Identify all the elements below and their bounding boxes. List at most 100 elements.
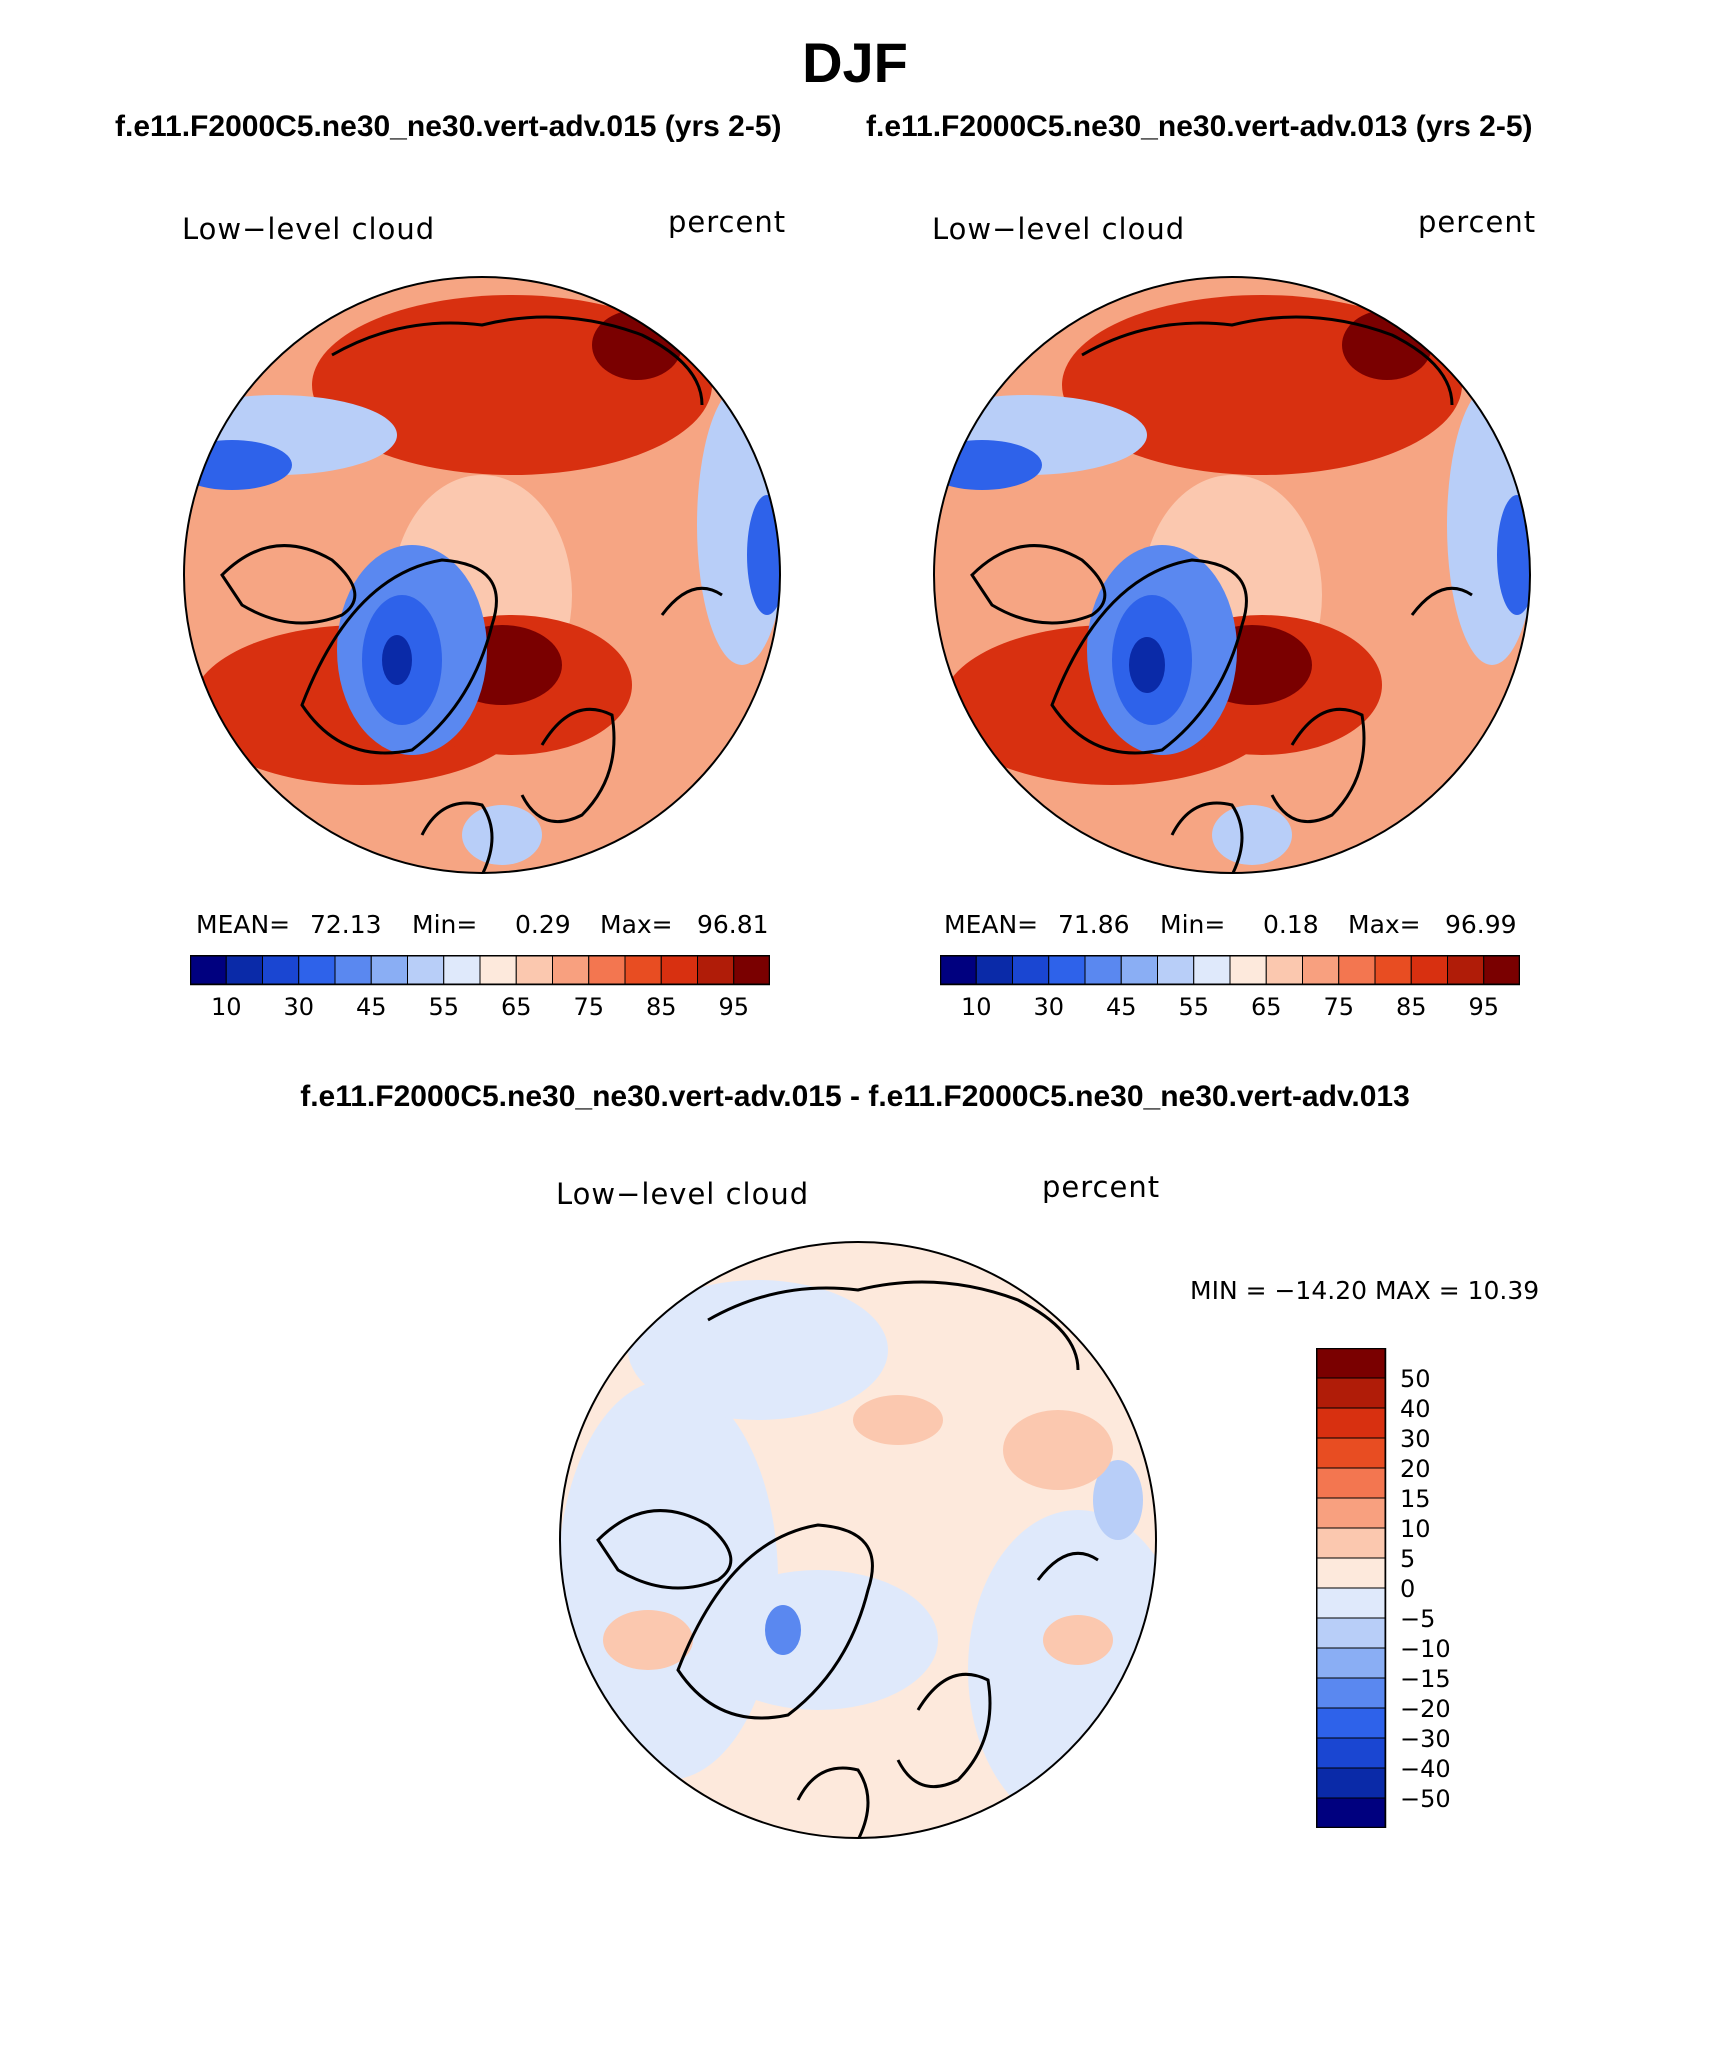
colorbar-difference: 50 40 30 20 15 10 5 0 −5 −10 −15 −20 −30 −40 −50 — [1315, 1347, 1466, 1829]
colorbar-swatch — [1229, 955, 1267, 985]
colorbar-tick-label: 15 — [1400, 1485, 1431, 1513]
colorbar-swatch — [334, 955, 372, 985]
colorbar-tick-label: 85 — [646, 993, 677, 1021]
difference-title: f.e11.F2000C5.ne30_ne30.vert-adv.015 - f… — [300, 1080, 1410, 1113]
colorbar-swatch — [660, 955, 698, 985]
colorbar-swatch — [624, 955, 662, 985]
map3-coastline-greenland — [676, 1523, 874, 1720]
colorbar-tick-label: 45 — [1106, 993, 1137, 1021]
colorbar-frame — [1315, 1347, 1387, 1829]
map1-coastline-kamchatka — [660, 586, 723, 616]
panel2-mean-label: MEAN= — [944, 910, 1039, 939]
colorbar-swatch — [975, 955, 1013, 985]
map3-west-negative — [560, 1380, 778, 1780]
colorbar-swatch — [479, 955, 517, 985]
colorbar-svg: 10 30 45 55 65 75 85 95 — [939, 954, 1521, 1021]
colorbar-swatch — [588, 955, 626, 985]
colorbar-tick-label: 95 — [1468, 993, 1499, 1021]
map3-east-asia-dip — [1093, 1460, 1143, 1540]
colorbar-tick-label: −30 — [1400, 1725, 1451, 1753]
colorbar-tick-label: −20 — [1400, 1695, 1451, 1723]
map3-pacific-positive — [1043, 1615, 1113, 1665]
colorbar-tick-label: 0 — [1400, 1575, 1415, 1603]
colorbar-swatch — [1316, 1377, 1386, 1409]
figure-title: DJF — [802, 31, 908, 94]
map2-europe-low — [1212, 805, 1292, 865]
colorbar-tick-label: −10 — [1400, 1635, 1451, 1663]
colorbar-tick-label: 45 — [356, 993, 387, 1021]
colorbar-swatch — [1012, 955, 1050, 985]
colorbar-tick-label: 85 — [1396, 993, 1427, 1021]
colorbar-swatch — [189, 955, 227, 985]
panel2-max-label: Max= — [1348, 910, 1421, 939]
colorbar-swatch — [443, 955, 481, 985]
map2-coastline-alaska — [970, 544, 1107, 625]
map3-coastline-scandinavia — [896, 1672, 992, 1789]
panel1-units-label: percent — [668, 205, 787, 239]
map2-coastline-siberia — [1081, 315, 1454, 406]
colorbar-tick-label: 30 — [1400, 1425, 1431, 1453]
colorbar-swatch — [1316, 1587, 1386, 1619]
colorbar-swatch — [1338, 955, 1376, 985]
colorbar-swatch — [1316, 1497, 1386, 1529]
colorbar-tick-label: 10 — [961, 993, 992, 1021]
map1-coastline-scandinavia — [520, 707, 616, 824]
colorbar-tick-label: 95 — [718, 993, 749, 1021]
map1-coastline-alaska — [220, 544, 357, 625]
map2-greenland-deep — [1129, 637, 1165, 693]
map3-arctic-positive — [853, 1395, 943, 1445]
panel2-mean-value: 71.86 — [1058, 910, 1130, 939]
colorbar-case2: 10 30 45 55 65 75 85 95 — [939, 954, 1521, 1025]
panel2-max-value: 96.99 — [1445, 910, 1517, 939]
colorbar-swatch — [1316, 1647, 1386, 1679]
colorbar-swatch — [1316, 1347, 1386, 1379]
colorbar-swatch — [225, 955, 263, 985]
colorbar-swatch — [515, 955, 553, 985]
colorbar-tick-label: 30 — [283, 993, 314, 1021]
colorbar-swatch — [1265, 955, 1303, 985]
panel1-mean-value: 72.13 — [310, 910, 382, 939]
map3-border — [559, 1241, 1157, 1839]
colorbar-swatch — [1316, 1407, 1386, 1439]
map-case2 — [933, 276, 1531, 874]
colorbar-swatch — [1157, 955, 1195, 985]
colorbar-swatch — [1316, 1557, 1386, 1589]
colorbar-swatch — [1084, 955, 1122, 985]
colorbar-swatch — [1316, 1707, 1386, 1739]
map3-coastline-europe — [796, 1766, 870, 1838]
colorbar-swatch — [939, 955, 977, 985]
map1-border — [183, 276, 781, 874]
colorbar-tick-label: 65 — [1251, 993, 1282, 1021]
colorbar-swatch — [1447, 955, 1485, 985]
case2-label: f.e11.F2000C5.ne30_ne30.vert-adv.013 (yr… — [866, 110, 1533, 143]
panel2-min-label: Min= — [1160, 910, 1226, 939]
panel3-minmax-label: MIN = −14.20 MAX = 10.39 — [1190, 1276, 1540, 1305]
colorbar-swatch — [1316, 1737, 1386, 1769]
colorbar-swatch — [1048, 955, 1086, 985]
colorbar-tick-label: 75 — [573, 993, 604, 1021]
case1-label: f.e11.F2000C5.ne30_ne30.vert-adv.015 (yr… — [115, 110, 782, 143]
colorbar-tick-label: 55 — [1178, 993, 1209, 1021]
map3-greenland-negative — [698, 1570, 938, 1710]
colorbar-swatch — [407, 955, 445, 985]
panel2-min-value: 0.18 — [1263, 910, 1319, 939]
colorbar-case1: 10 30 45 55 65 75 85 95 — [189, 954, 771, 1025]
colorbar-swatch — [298, 955, 336, 985]
colorbar-tick-label: 75 — [1323, 993, 1354, 1021]
map1-coastline-greenland — [300, 558, 498, 755]
panel3-units-label: percent — [1042, 1170, 1161, 1204]
colorbar-swatch — [1374, 955, 1412, 985]
colorbar-swatch — [1316, 1617, 1386, 1649]
colorbar-swatch — [1193, 955, 1231, 985]
colorbar-swatch — [1483, 955, 1521, 985]
colorbar-tick-label: −40 — [1400, 1755, 1451, 1783]
colorbar-tick-label: 55 — [428, 993, 459, 1021]
colorbar-swatch — [697, 955, 735, 985]
colorbar-tick-label: 30 — [1033, 993, 1064, 1021]
panel2-units-label: percent — [1418, 205, 1537, 239]
panel1-variable-label: Low−level cloud — [182, 212, 436, 246]
colorbar-swatch — [1316, 1797, 1386, 1829]
map3-coastline-kamchatka — [1036, 1551, 1099, 1581]
colorbar-swatch — [1316, 1437, 1386, 1469]
colorbar-tick-label: 40 — [1400, 1395, 1431, 1423]
